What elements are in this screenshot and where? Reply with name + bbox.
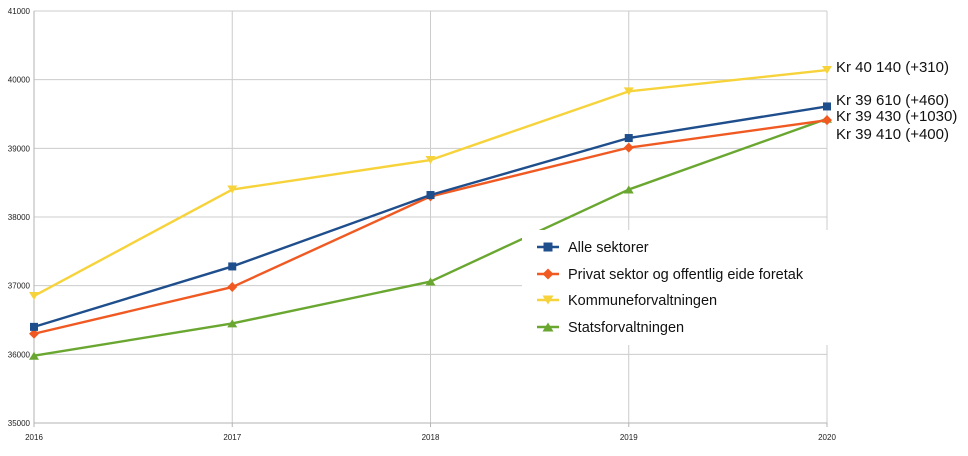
- data-point: [623, 185, 634, 194]
- data-point: [623, 142, 634, 153]
- data-point: [227, 185, 238, 194]
- data-point: [822, 115, 832, 126]
- data-point: [425, 156, 436, 165]
- y-tick-label: 39000: [8, 144, 31, 153]
- x-tick-label: 2018: [422, 433, 440, 442]
- end-value-label: Kr 40 140 (+310): [836, 59, 949, 76]
- data-point: [425, 277, 436, 286]
- end-value-label: Kr 39 610 (+460): [836, 92, 949, 109]
- y-tick-label: 38000: [8, 213, 31, 222]
- y-tick-label: 37000: [8, 282, 31, 291]
- data-point: [623, 87, 634, 96]
- gridlines: [33, 10, 828, 424]
- end-value-label: Kr 39 430 (+1030): [836, 108, 957, 125]
- end-labels: Kr 40 140 (+310) Kr 39 610 (+460)Kr 39 43…: [836, 59, 957, 143]
- legend-label: Alle sektorer: [568, 240, 649, 256]
- x-tick-label: 2020: [818, 433, 836, 442]
- legend-marker: [543, 242, 553, 252]
- series-2: [29, 66, 832, 300]
- legend-label: Kommuneforvaltningen: [568, 293, 717, 309]
- series-0: [30, 102, 831, 331]
- data-point: [29, 291, 39, 300]
- y-tick-label: 35000: [8, 419, 31, 428]
- data-point: [823, 102, 831, 111]
- data-point: [30, 322, 38, 331]
- data-point: [228, 262, 237, 271]
- legend-marker: [542, 295, 554, 305]
- legend-marker: [542, 268, 554, 280]
- y-tick-label: 36000: [8, 350, 31, 359]
- data-point: [227, 319, 238, 328]
- axes: 35000 36000 37000 38000 39000 40000 41000 2016 2…: [8, 7, 837, 442]
- data-point: [624, 134, 633, 143]
- x-tick-label: 2016: [25, 433, 43, 442]
- legend-marker: [542, 322, 554, 332]
- data-point: [426, 191, 435, 200]
- data-point: [29, 351, 39, 360]
- data-point: [29, 328, 39, 339]
- y-tick-label: 41000: [8, 7, 31, 16]
- data-point: [227, 282, 238, 293]
- data-point: [822, 66, 832, 75]
- y-tick-label: 40000: [8, 76, 31, 85]
- legend-label: Statsforvaltningen: [568, 320, 684, 336]
- x-tick-label: 2017: [223, 433, 241, 442]
- series-lines: [29, 66, 832, 360]
- legend-label: Privat sektor og offentlig eide foretak: [568, 267, 804, 283]
- legend-box: [522, 230, 830, 345]
- end-value-label: Kr 39 410 (+400): [836, 126, 949, 143]
- x-tick-label: 2019: [620, 433, 638, 442]
- legend: Alle sektorer Privat sektor og offentlig …: [522, 230, 830, 345]
